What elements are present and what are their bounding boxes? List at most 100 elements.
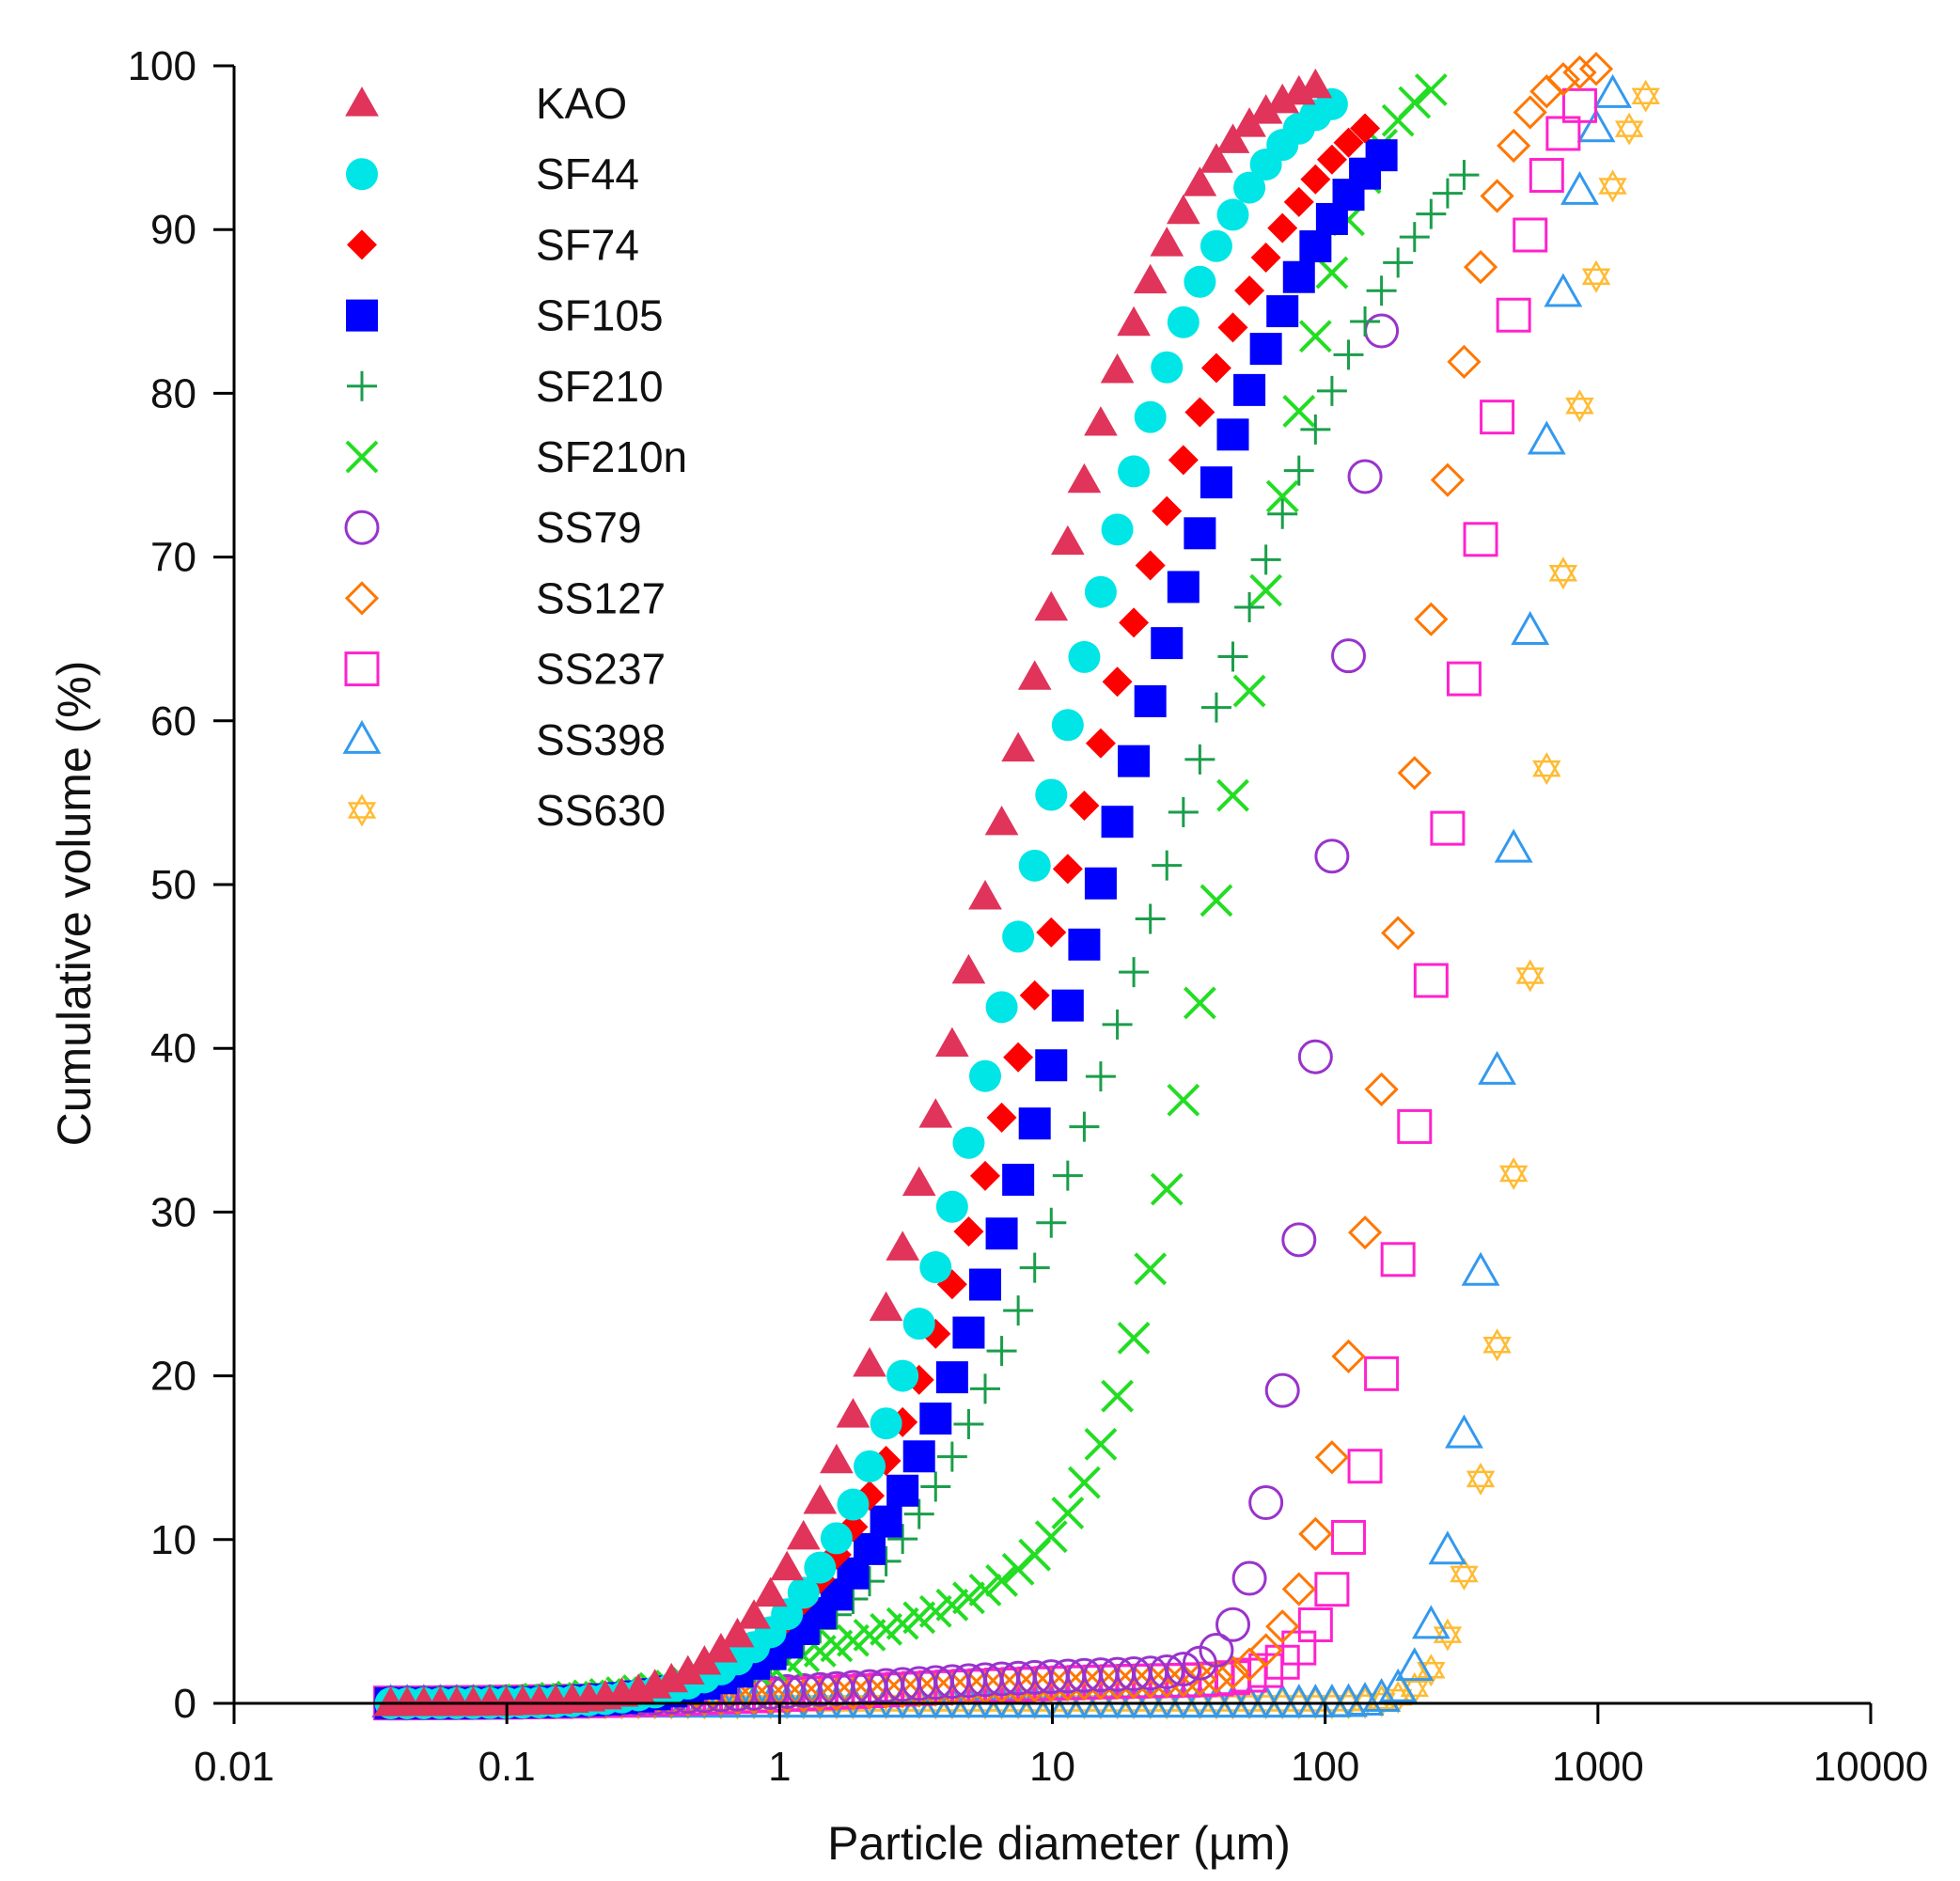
data-point	[1019, 1252, 1050, 1283]
data-point	[1364, 1356, 1400, 1391]
data-point	[1200, 143, 1233, 173]
data-point	[1152, 495, 1183, 526]
data-point	[984, 805, 1019, 836]
data-point	[1366, 275, 1397, 306]
data-point	[1166, 1652, 1201, 1687]
data-point	[1631, 79, 1660, 113]
data-point	[935, 1190, 968, 1223]
data-point	[1314, 1572, 1350, 1607]
data-point	[985, 991, 1018, 1024]
data-point	[1051, 1497, 1085, 1529]
star-stroke	[1515, 967, 1544, 993]
legend-marker	[345, 86, 379, 117]
data-point	[1428, 1530, 1467, 1565]
data-point	[1333, 339, 1364, 370]
data-point	[951, 953, 986, 984]
data-point	[1199, 1632, 1234, 1668]
data-point	[920, 1471, 951, 1502]
data-point	[837, 1488, 870, 1521]
data-point	[935, 1588, 969, 1622]
data-point	[953, 1408, 984, 1439]
data-point	[1036, 1207, 1067, 1238]
x-axis-ticks: 0.01 0.1 1 10 100 1000 10000	[194, 1703, 1928, 1790]
data-point	[1118, 455, 1151, 488]
data-point	[1232, 107, 1266, 137]
data-point	[1545, 62, 1580, 97]
data-point	[654, 1662, 689, 1693]
data-point	[1084, 575, 1117, 608]
star-stroke	[1367, 1685, 1396, 1710]
series-kao	[373, 68, 1333, 1716]
data-point	[1413, 963, 1449, 998]
data-point	[1231, 1560, 1267, 1596]
data-point	[1067, 462, 1102, 494]
data-point	[836, 1676, 870, 1711]
legend-item-ss630: SS630	[347, 786, 666, 835]
data-point	[985, 1564, 1018, 1597]
star-stroke	[1581, 259, 1611, 285]
data-point	[1084, 1427, 1118, 1461]
data-point	[1151, 351, 1184, 384]
data-point	[1430, 810, 1466, 846]
data-point	[887, 1524, 918, 1555]
data-point	[1430, 462, 1466, 497]
data-point	[1480, 179, 1514, 213]
legend-marker	[344, 581, 380, 616]
star-stroke	[1614, 120, 1644, 146]
data-point	[1466, 1462, 1496, 1496]
data-point	[1562, 55, 1597, 90]
data-point	[1101, 1379, 1134, 1413]
data-point	[1036, 917, 1067, 948]
data-point	[1463, 249, 1498, 285]
data-point	[1199, 1659, 1234, 1694]
legend-marker	[347, 229, 377, 260]
data-point	[1380, 1242, 1416, 1278]
data-point	[1050, 525, 1085, 556]
data-point	[1069, 1111, 1100, 1142]
data-point	[1265, 1609, 1300, 1644]
star-stroke	[1532, 752, 1561, 777]
data-point	[1133, 263, 1168, 294]
data-point	[870, 1407, 902, 1440]
data-point	[1001, 1669, 1036, 1703]
data-point	[1085, 1061, 1116, 1092]
y-tick-label: 100	[128, 43, 196, 89]
data-point	[1249, 333, 1282, 366]
legend-marker	[344, 651, 380, 687]
data-point	[869, 1674, 903, 1710]
legend-marker	[347, 370, 377, 401]
legend-label: SF105	[536, 291, 664, 340]
data-point	[1463, 522, 1498, 557]
legend-item-sf44: SF44	[346, 149, 639, 198]
data-point	[1168, 445, 1199, 476]
legend-label: SS79	[536, 503, 642, 552]
data-point	[1116, 1665, 1152, 1700]
legend-item-sf210n: SF210n	[345, 432, 687, 481]
data-point	[1216, 198, 1249, 231]
data-point	[1167, 306, 1200, 338]
star-stroke	[1598, 178, 1627, 203]
star-stroke	[1532, 760, 1561, 786]
data-point	[1200, 884, 1233, 917]
data-point	[1298, 1516, 1333, 1551]
data-point	[1265, 83, 1300, 114]
data-point	[1316, 144, 1347, 175]
data-point	[970, 1373, 1000, 1404]
star-stroke	[1466, 1470, 1496, 1496]
data-point	[1167, 1083, 1200, 1117]
data-point	[1298, 68, 1333, 99]
data-point	[1381, 916, 1416, 950]
data-point	[1281, 1572, 1316, 1607]
data-point	[753, 1680, 788, 1715]
axes: 0.01 0.1 1 10 100 1000 10000 0 10 20 30 40 50 60 70 80…	[128, 43, 1929, 1790]
data-point	[1101, 513, 1134, 546]
data-point	[1449, 160, 1480, 191]
data-point	[1365, 139, 1398, 172]
data-point	[869, 1291, 903, 1322]
legend-item-sf74: SF74	[347, 220, 639, 269]
data-point	[1482, 1328, 1512, 1362]
data-point	[803, 1678, 838, 1713]
data-point	[1383, 247, 1414, 278]
data-point	[1083, 1666, 1119, 1701]
data-point	[1216, 778, 1249, 812]
